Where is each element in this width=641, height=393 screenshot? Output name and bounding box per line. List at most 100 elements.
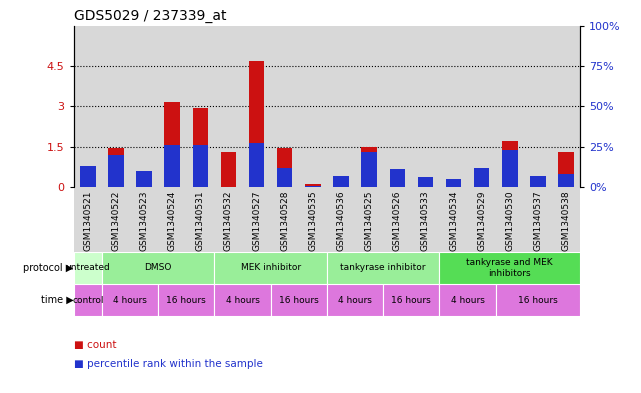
Bar [355, 26, 383, 187]
Bar [187, 187, 214, 252]
Bar [158, 187, 187, 252]
Text: GSM1340525: GSM1340525 [365, 190, 374, 251]
Text: GSM1340532: GSM1340532 [224, 190, 233, 251]
Bar [271, 284, 327, 316]
Text: ■ percentile rank within the sample: ■ percentile rank within the sample [74, 360, 263, 369]
Text: GSM1340526: GSM1340526 [393, 190, 402, 251]
Bar [418, 182, 433, 187]
Bar [327, 187, 355, 252]
Bar [102, 26, 130, 187]
Text: GSM1340521: GSM1340521 [83, 190, 92, 251]
Bar [74, 252, 102, 284]
Bar [474, 168, 489, 187]
Bar [412, 26, 440, 187]
Text: 4 hours: 4 hours [113, 296, 147, 305]
Text: 16 hours: 16 hours [279, 296, 319, 305]
Text: GSM1340538: GSM1340538 [562, 190, 570, 251]
Text: 4 hours: 4 hours [226, 296, 260, 305]
Text: GSM1340524: GSM1340524 [168, 190, 177, 251]
Bar [333, 176, 349, 187]
Bar [130, 26, 158, 187]
Text: 4 hours: 4 hours [451, 296, 485, 305]
Text: GSM1340522: GSM1340522 [112, 190, 121, 251]
Bar [158, 284, 214, 316]
Text: protocol ▶: protocol ▶ [24, 263, 74, 273]
Bar [333, 180, 349, 187]
Bar [299, 187, 327, 252]
Bar [440, 284, 495, 316]
Text: GSM1340527: GSM1340527 [252, 190, 261, 251]
Bar [242, 26, 271, 187]
Bar [192, 108, 208, 187]
Bar [418, 177, 433, 187]
Bar [137, 180, 152, 187]
Text: GSM1340533: GSM1340533 [421, 190, 430, 251]
Text: 16 hours: 16 hours [167, 296, 206, 305]
Bar [495, 187, 524, 252]
Bar [355, 187, 383, 252]
Bar [390, 169, 405, 187]
Bar [552, 26, 580, 187]
Bar [362, 152, 377, 187]
Bar [440, 252, 580, 284]
Bar [383, 26, 412, 187]
Text: GSM1340523: GSM1340523 [140, 190, 149, 251]
Bar [524, 187, 552, 252]
Text: GSM1340536: GSM1340536 [337, 190, 345, 251]
Text: control: control [72, 296, 104, 305]
Text: 16 hours: 16 hours [518, 296, 558, 305]
Bar [467, 187, 495, 252]
Bar [530, 176, 545, 187]
Bar [502, 150, 517, 187]
Bar [474, 180, 489, 187]
Bar [187, 26, 214, 187]
Bar [445, 179, 462, 187]
Bar [277, 168, 292, 187]
Bar [440, 26, 467, 187]
Text: time ▶: time ▶ [41, 295, 74, 305]
Bar [192, 145, 208, 187]
Bar [558, 174, 574, 187]
Text: GSM1340535: GSM1340535 [308, 190, 317, 251]
Bar [327, 252, 440, 284]
Bar [502, 141, 517, 187]
Bar [390, 180, 405, 187]
Text: GDS5029 / 237339_at: GDS5029 / 237339_at [74, 9, 226, 23]
Bar [214, 26, 242, 187]
Text: 4 hours: 4 hours [338, 296, 372, 305]
Text: MEK inhibitor: MEK inhibitor [240, 263, 301, 272]
Text: tankyrase inhibitor: tankyrase inhibitor [340, 263, 426, 272]
Bar [242, 187, 271, 252]
Bar [327, 26, 355, 187]
Bar [383, 187, 412, 252]
Bar [165, 102, 180, 187]
Bar [137, 171, 152, 187]
Bar [108, 155, 124, 187]
Bar [299, 26, 327, 187]
Bar [383, 284, 440, 316]
Bar [221, 152, 236, 187]
Bar [74, 284, 102, 316]
Bar [130, 187, 158, 252]
Bar [327, 284, 383, 316]
Text: DMSO: DMSO [144, 263, 172, 272]
Text: ■ count: ■ count [74, 340, 116, 350]
Bar [214, 187, 242, 252]
Bar [412, 187, 440, 252]
Bar [214, 284, 271, 316]
Bar [530, 183, 545, 187]
Bar [214, 252, 327, 284]
Bar [277, 148, 292, 187]
Bar [467, 26, 495, 187]
Bar [495, 26, 524, 187]
Bar [305, 184, 320, 187]
Bar [271, 26, 299, 187]
Bar [362, 147, 377, 187]
Text: GSM1340529: GSM1340529 [477, 190, 486, 251]
Bar [552, 187, 580, 252]
Bar [165, 145, 180, 187]
Text: GSM1340528: GSM1340528 [280, 190, 289, 251]
Bar [440, 187, 467, 252]
Bar [249, 143, 264, 187]
Text: GSM1340534: GSM1340534 [449, 190, 458, 251]
